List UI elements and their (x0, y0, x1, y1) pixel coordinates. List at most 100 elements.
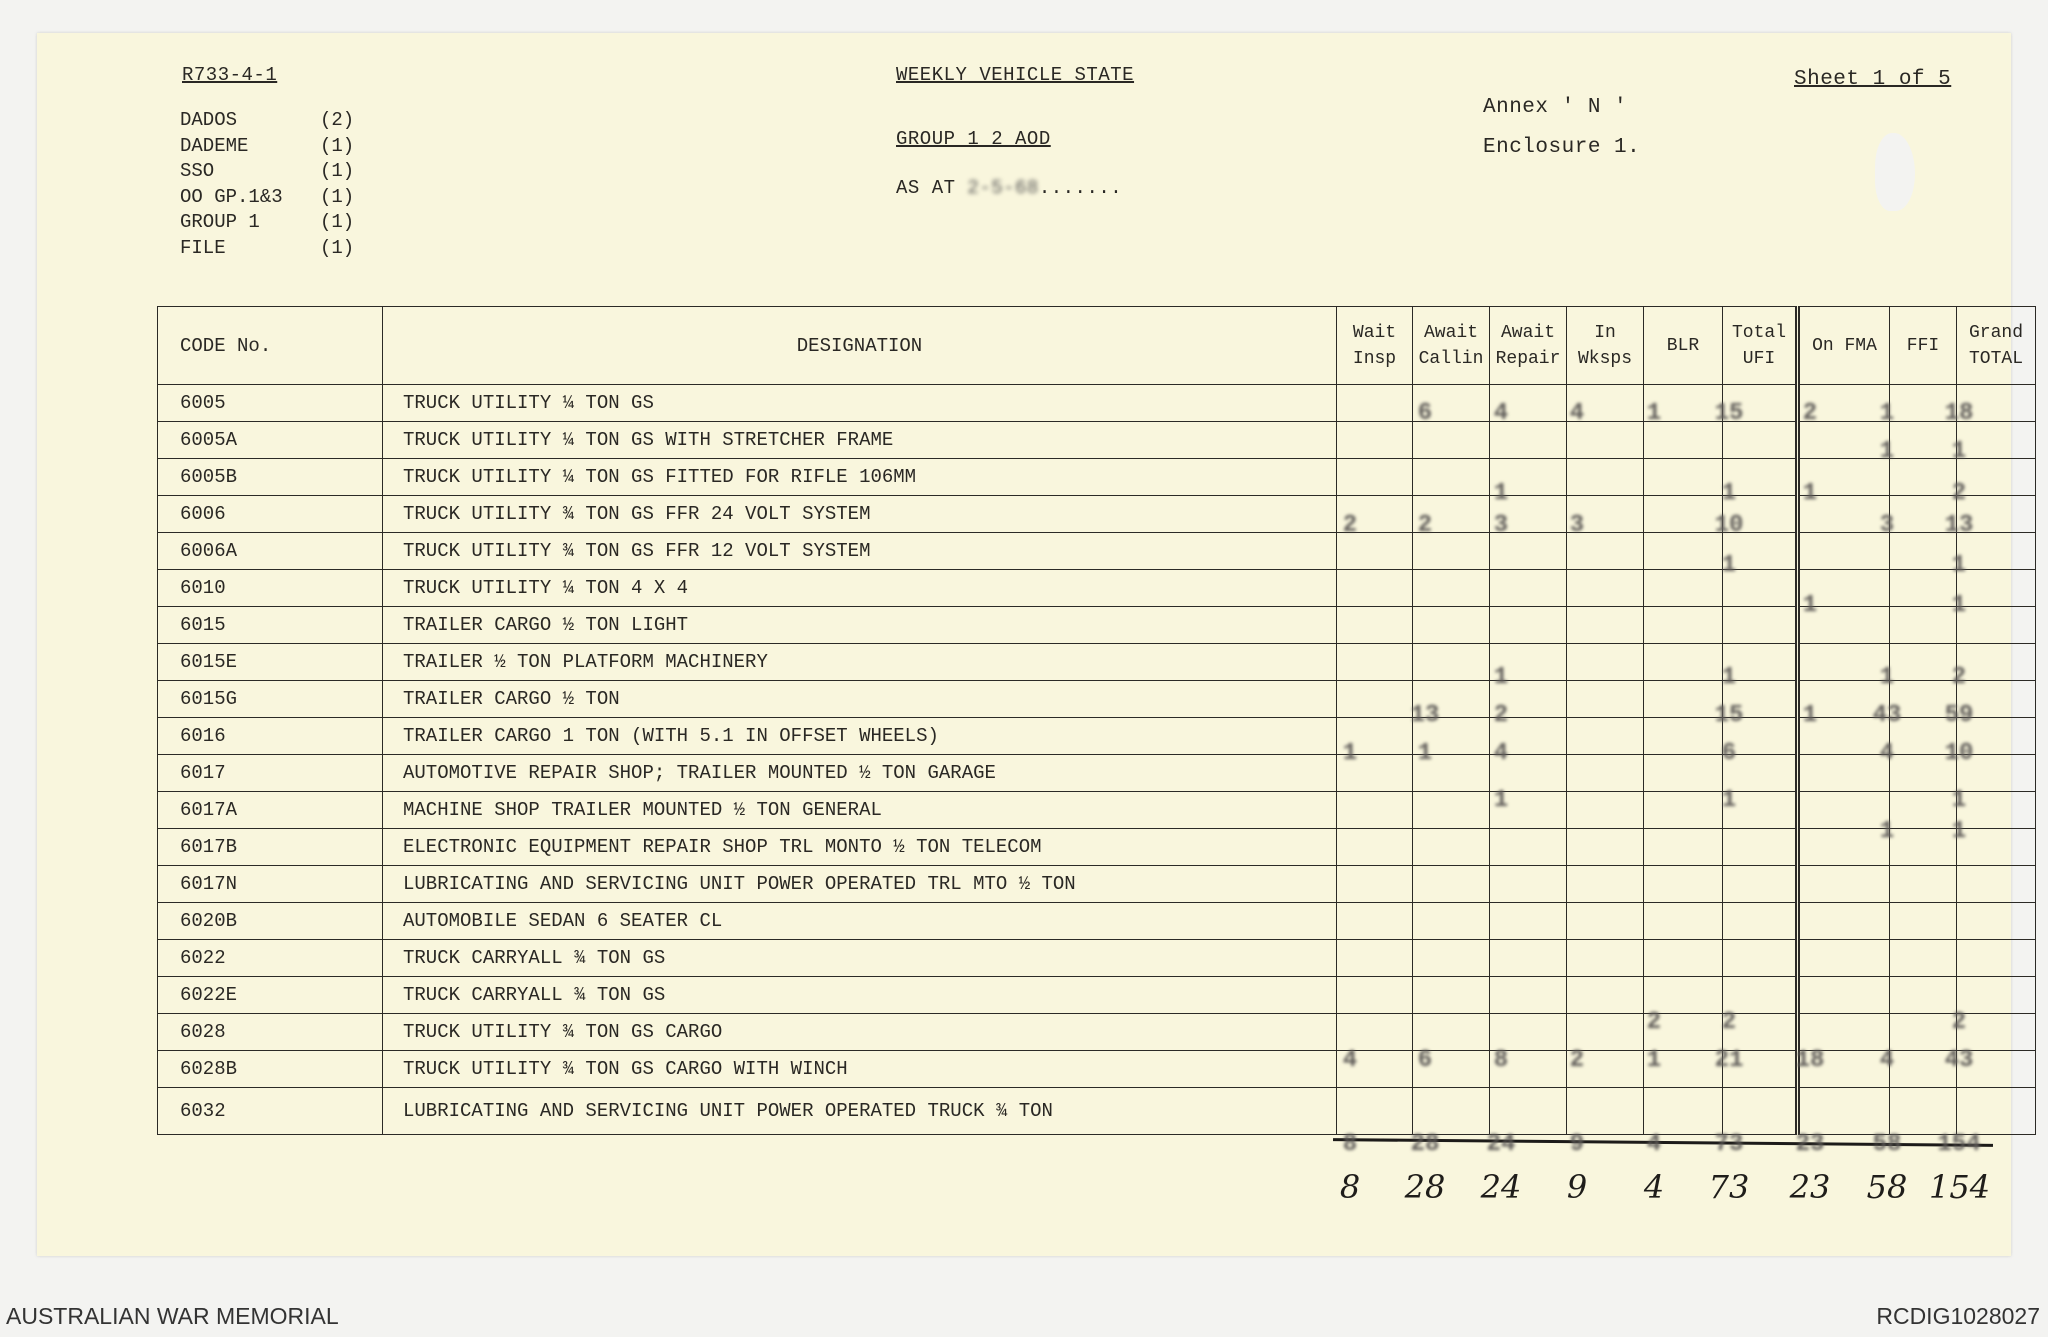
count-cell (1956, 791, 2036, 829)
count-cell (1643, 458, 1723, 496)
code-cell: 6020B (157, 902, 383, 940)
table-row: 6017N LUBRICATING AND SERVICING UNIT POWE… (157, 865, 2036, 903)
count-cell (1643, 902, 1723, 940)
count-cell (1722, 569, 1800, 607)
count-cell (1956, 458, 2036, 496)
count-cell (1489, 717, 1567, 755)
table-row: 6005A TRUCK UTILITY ¼ TON GS WITH STRETCH… (157, 421, 2036, 459)
count-cell (1489, 532, 1567, 570)
count-cell (1489, 643, 1567, 681)
count-cell (1643, 754, 1723, 792)
count-cell (1889, 458, 1957, 496)
count-cell (1643, 495, 1723, 533)
count-cell (1797, 717, 1890, 755)
count-cell (1722, 939, 1800, 977)
count-cell (1797, 754, 1890, 792)
code-cell: 6006 (157, 495, 383, 533)
count-cell (1643, 569, 1723, 607)
count-cell (1336, 384, 1413, 422)
footer-source: AUSTRALIAN WAR MEMORIAL (6, 1303, 339, 1329)
count-cell (1889, 495, 1957, 533)
distribution-list: DADOS (2) DADEME (1) SSO (1) OO GP.1&3 (1) GROUP… (180, 108, 354, 261)
designation-cell: MACHINE SHOP TRAILER MOUNTED ½ TON GENER… (382, 791, 1337, 829)
count-cell (1722, 643, 1800, 681)
table-row: 6005 TRUCK UTILITY ¼ TON GS (157, 384, 2036, 422)
count-cell (1643, 791, 1723, 829)
count-cell (1566, 754, 1644, 792)
count-cell (1412, 828, 1490, 866)
count-cell (1797, 495, 1890, 533)
copies: (1) (320, 211, 355, 233)
count-cell (1336, 939, 1413, 977)
count-cell (1489, 569, 1567, 607)
column-header: DESIGNATION (382, 306, 1337, 385)
count-cell (1797, 791, 1890, 829)
count-cell (1643, 421, 1723, 459)
count-cell (1566, 569, 1644, 607)
distribution-item: GROUP 1 (1) (180, 210, 354, 236)
count-cell (1889, 421, 1957, 459)
distribution-item: OO GP.1&3 (1) (180, 185, 354, 211)
count-cell (1336, 421, 1413, 459)
count-cell (1566, 717, 1644, 755)
count-cell (1722, 828, 1800, 866)
column-header: On FMA (1797, 306, 1890, 385)
vehicle-state-table: CODE No. DESIGNATION Wait Insp Await Callin… (157, 306, 2036, 1135)
count-cell (1956, 532, 2036, 570)
code-cell: 6016 (157, 717, 383, 755)
table-row: 6032 LUBRICATING AND SERVICING UNIT POWER… (157, 1087, 2036, 1135)
as-at-date: 2-5-68 (967, 177, 1039, 199)
count-cell (1336, 1087, 1413, 1135)
copies: (2) (320, 109, 355, 131)
count-cell (1412, 865, 1490, 903)
code-cell: 6015G (157, 680, 383, 718)
count-cell (1412, 717, 1490, 755)
count-cell (1797, 828, 1890, 866)
recipient: OO GP.1&3 (180, 185, 283, 208)
count-cell (1956, 865, 2036, 903)
column-header: FFI (1889, 306, 1957, 385)
count-cell (1489, 754, 1567, 792)
count-cell (1889, 384, 1957, 422)
count-cell (1489, 865, 1567, 903)
count-cell (1336, 569, 1413, 607)
count-cell (1956, 421, 2036, 459)
count-cell (1336, 680, 1413, 718)
count-cell (1489, 458, 1567, 496)
count-cell (1643, 384, 1723, 422)
count-cell (1412, 532, 1490, 570)
designation-cell: TRAILER CARGO ½ TON (382, 680, 1337, 718)
count-cell (1722, 902, 1800, 940)
sheet-number: Sheet 1 of 5 (1794, 68, 1952, 91)
table-row: 6016 TRAILER CARGO 1 TON (WITH 5.1 IN OFF… (157, 717, 2036, 755)
count-cell (1566, 532, 1644, 570)
count-cell (1489, 1050, 1567, 1088)
count-cell (1722, 495, 1800, 533)
count-cell (1566, 939, 1644, 977)
count-cell (1956, 569, 2036, 607)
code-cell: 6017A (157, 791, 383, 829)
table-row: 6015 TRAILER CARGO ½ TON LIGHT (157, 606, 2036, 644)
count-cell (1889, 976, 1957, 1014)
column-header: Grand TOTAL (1956, 306, 2036, 385)
count-cell (1412, 791, 1490, 829)
count-cell (1412, 458, 1490, 496)
count-cell (1643, 606, 1723, 644)
count-cell (1722, 754, 1800, 792)
table-row: 6005B TRUCK UTILITY ¼ TON GS FITTED FOR R… (157, 458, 2036, 496)
designation-cell: TRAILER CARGO 1 TON (WITH 5.1 IN OFFSET … (382, 717, 1337, 755)
count-cell (1566, 680, 1644, 718)
count-cell (1643, 643, 1723, 681)
annex-label: Annex ' N ' (1483, 96, 1628, 119)
count-cell (1722, 606, 1800, 644)
designation-cell: TRUCK UTILITY ¾ TON GS CARGO WITH WINCH (382, 1050, 1337, 1088)
count-cell (1489, 421, 1567, 459)
count-cell (1643, 680, 1723, 718)
count-cell (1489, 902, 1567, 940)
table-row: 6015G TRAILER CARGO ½ TON (157, 680, 2036, 718)
count-cell (1336, 717, 1413, 755)
count-cell (1889, 1050, 1957, 1088)
count-cell (1412, 643, 1490, 681)
count-cell (1566, 643, 1644, 681)
designation-cell: TRUCK UTILITY ¼ TON GS FITTED FOR RIFLE … (382, 458, 1337, 496)
